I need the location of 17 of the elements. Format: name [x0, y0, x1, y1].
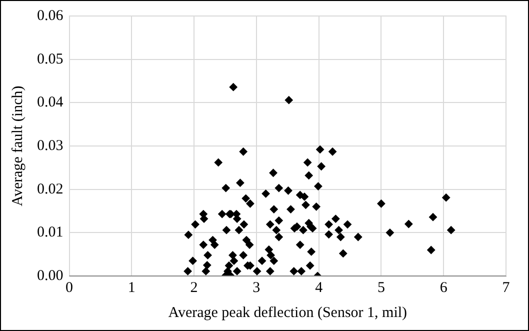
x-tick-label: 4 — [315, 280, 324, 296]
y-tick-label: 0.05 — [37, 51, 64, 68]
x-tick-label: 2 — [190, 280, 198, 296]
y-tick-label: 0.00 — [37, 268, 64, 284]
y-tick-label: 0.02 — [37, 181, 64, 198]
x-tick-label: 7 — [502, 280, 510, 296]
x-tick-label: 6 — [440, 280, 448, 296]
x-tick-label: 3 — [252, 280, 260, 296]
y-tick-label: 0.03 — [37, 138, 64, 154]
x-axis-title: Average peak deflection (Sensor 1, mil) — [168, 304, 408, 321]
x-tick-label: 1 — [128, 280, 136, 296]
y-tick-label: 0.01 — [37, 224, 64, 241]
y-tick-label: 0.04 — [37, 94, 64, 111]
x-tick-label: 0 — [66, 280, 73, 296]
x-tick-label: 5 — [377, 280, 385, 296]
y-tick-label: 0.06 — [37, 8, 64, 24]
y-axis-title: Average fault (inch) — [10, 86, 26, 206]
